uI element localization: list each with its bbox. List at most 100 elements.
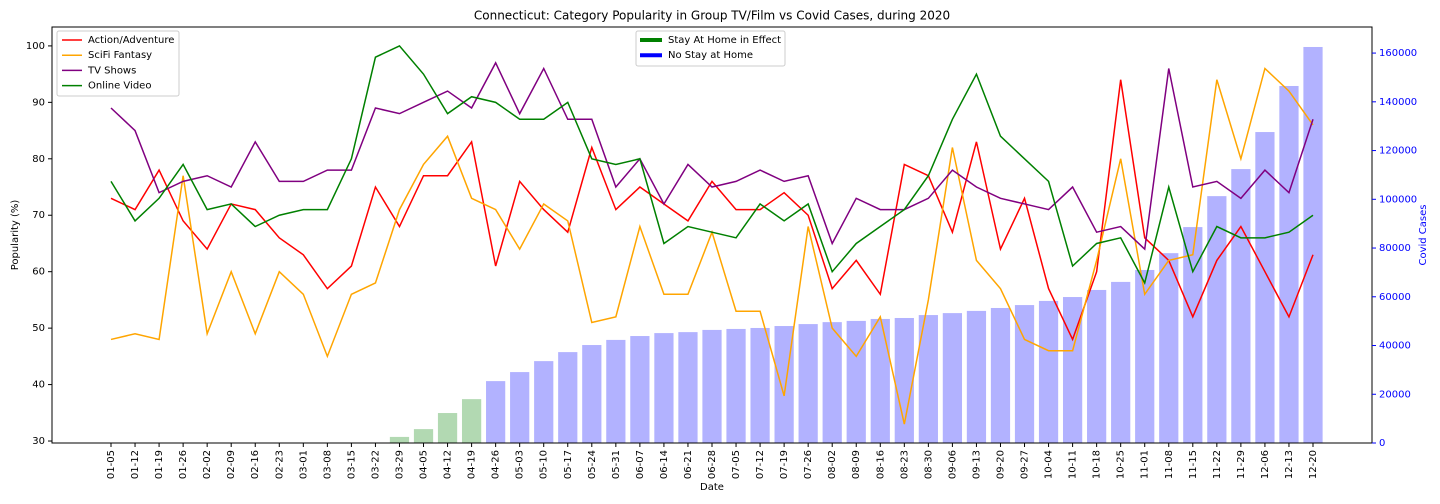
legend-label: TV Shows: [87, 65, 136, 76]
bar: [534, 361, 554, 443]
x-tick-label: 07-05: [731, 450, 742, 479]
bar: [606, 339, 626, 443]
x-tick-label: 12-20: [1308, 450, 1319, 479]
bar: [654, 333, 674, 443]
legend-label: Action/Adventure: [88, 35, 174, 46]
x-tick-label: 08-09: [851, 450, 862, 479]
x-tick-label: 12-06: [1260, 450, 1271, 479]
bar: [990, 307, 1011, 443]
bar: [1135, 269, 1155, 443]
x-tick-label: 02-16: [250, 450, 261, 479]
x-tick-label: 09-06: [947, 450, 958, 479]
x-tick-label: 10-18: [1092, 450, 1103, 479]
bar: [750, 327, 770, 443]
bar: [846, 320, 866, 443]
line-series: [110, 61, 1314, 251]
y-tick-label: 70: [32, 210, 45, 221]
bar: [1303, 46, 1323, 444]
y2-tick-label: 140000: [1379, 97, 1417, 108]
bar: [966, 310, 987, 443]
x-tick-label: 05-17: [563, 450, 574, 479]
lines: [110, 44, 1314, 425]
legend-label: Stay At Home in Effect: [668, 35, 781, 46]
x-tick-label: 09-27: [1020, 450, 1031, 479]
y2-tick-label: 120000: [1379, 146, 1417, 157]
y2-tick-label: 60000: [1379, 292, 1411, 303]
y-tick-label: 30: [32, 436, 45, 447]
x-tick-label: 06-28: [707, 450, 718, 479]
x-tick-label: 03-22: [370, 450, 381, 479]
bar: [582, 345, 602, 443]
y2-tick-label: 80000: [1379, 243, 1411, 254]
x-tick-label: 09-13: [971, 450, 982, 479]
x-tick-label: 11-08: [1164, 450, 1175, 479]
legend-label: SciFi Fantasy: [88, 50, 152, 61]
bar: [437, 413, 458, 443]
bar: [413, 429, 434, 443]
bar: [1255, 132, 1275, 443]
bar: [1014, 305, 1035, 443]
x-tick-label: 04-05: [419, 450, 430, 479]
x-tick-label: 03-01: [298, 450, 309, 479]
x-tick-label: 01-12: [130, 450, 141, 479]
bar: [942, 313, 963, 443]
bar: [1183, 227, 1203, 443]
y2-axis-label: Covid Cases: [1418, 204, 1429, 265]
legend-label: No Stay at Home: [668, 50, 753, 61]
bar: [461, 399, 482, 443]
y-tick-label: 40: [32, 380, 45, 391]
x-tick-label: 03-15: [346, 450, 357, 479]
x-tick-label: 07-12: [755, 450, 766, 479]
legend-box: [635, 30, 786, 67]
x-tick-label: 02-09: [226, 450, 237, 479]
x-tick-label: 01-26: [178, 450, 189, 479]
legend-box: [56, 30, 180, 97]
bar: [1231, 169, 1251, 444]
x-tick-label: 05-03: [515, 450, 526, 479]
bars: [389, 46, 1323, 444]
bar: [798, 324, 818, 443]
bar: [1279, 85, 1299, 443]
x-tick-label: 06-21: [683, 450, 694, 479]
x-tick-label: 07-26: [803, 450, 814, 479]
line-series: [110, 79, 1314, 342]
x-tick-label: 08-16: [875, 450, 886, 479]
bar: [1087, 289, 1107, 443]
bar: [1038, 300, 1059, 443]
x-axis-label: Date: [700, 482, 724, 493]
x-tick-label: 06-14: [659, 450, 670, 479]
x-tick-label: 05-24: [587, 450, 598, 479]
x-tick-label: 11-22: [1212, 450, 1223, 479]
bar: [918, 315, 938, 443]
x-tick-label: 04-19: [467, 450, 478, 479]
y-axis-label: Popularity (%): [10, 200, 21, 271]
x-tick-label: 06-07: [635, 450, 646, 479]
legend: Action/Adventure SciFi Fantasy TV Shows Onl…: [56, 30, 180, 97]
x-tick-label: 03-29: [394, 450, 405, 479]
bar-legend: Stay At Home in Effect No Stay at Home: [635, 30, 786, 67]
x-tick-label: 08-30: [923, 450, 934, 479]
x-tick-label: 05-31: [611, 450, 622, 479]
x-tick-label: 10-25: [1116, 450, 1127, 479]
y2-tick-label: 100000: [1379, 194, 1417, 205]
y-tick-label: 100: [26, 41, 45, 52]
x-tick-label: 01-05: [106, 450, 117, 479]
bar: [774, 326, 794, 443]
bar: [1111, 281, 1131, 443]
y2-tick-label: 20000: [1379, 389, 1411, 400]
bar: [822, 322, 842, 443]
chart-title: Connecticut: Category Popularity in Grou…: [474, 9, 950, 23]
x-tick-label: 04-12: [443, 450, 454, 479]
bar: [1207, 196, 1227, 443]
x-tick-label: 07-19: [779, 450, 790, 479]
x-tick-label: 10-04: [1044, 450, 1055, 479]
x-tick-label: 02-23: [274, 450, 285, 479]
bar: [558, 352, 578, 443]
bar: [678, 332, 698, 443]
bar: [510, 372, 530, 443]
x-tick-label: 08-23: [899, 450, 910, 479]
x-tick-label: 05-10: [539, 450, 550, 479]
y-tick-label: 50: [32, 323, 45, 334]
bar: [870, 318, 890, 443]
